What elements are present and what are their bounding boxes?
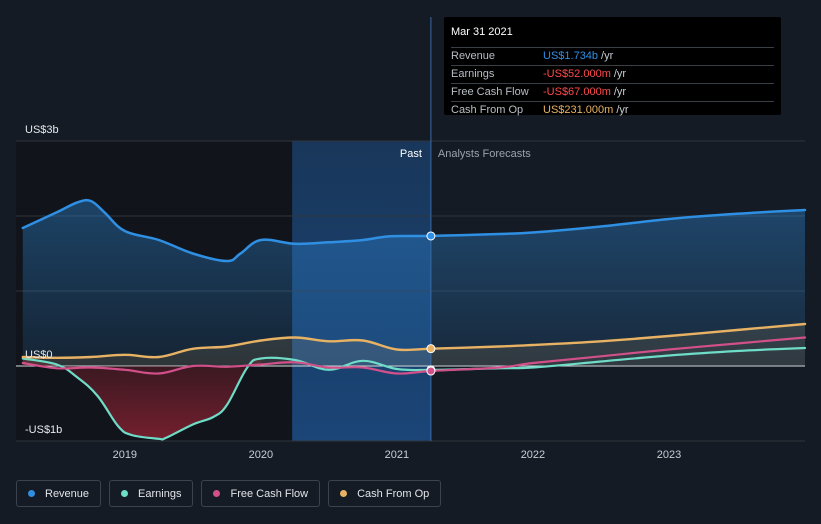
marker-point-free-cash-flow [426, 366, 436, 376]
x-tick-label: 2021 [385, 449, 409, 461]
tooltip-label: Earnings [451, 68, 495, 80]
legend-dot-icon [28, 490, 35, 497]
tooltip-label: Cash From Op [451, 104, 524, 116]
tooltip-unit: /yr [601, 50, 614, 62]
legend: Revenue Earnings Free Cash Flow Cash Fro… [16, 480, 449, 509]
tooltip-date: Mar 31 2021 [451, 26, 513, 38]
legend-label: Free Cash Flow [230, 487, 309, 500]
legend-label: Earnings [138, 487, 182, 500]
tooltip-row-free-cash-flow: Free Cash Flow -US$67.000m /yr [451, 83, 774, 101]
tooltip-unit: /yr [616, 104, 629, 116]
legend-dot-icon [340, 490, 348, 497]
legend-label: Revenue [45, 487, 90, 500]
tooltip-value: -US$52.000m [543, 68, 611, 80]
x-tick-label: 2020 [249, 449, 273, 461]
forecast-label: Analysts Forecasts [438, 148, 531, 160]
marker-point-cash-from-op [426, 344, 436, 354]
tooltip-unit: /yr [613, 68, 627, 80]
legend-dot-icon [121, 490, 129, 497]
tooltip-label: Revenue [451, 50, 496, 62]
tooltip-value: US$1.734b [543, 50, 599, 62]
marker-point-revenue [426, 231, 436, 241]
tooltip: Mar 31 2021 Revenue US$1.734b /yr Earnin… [444, 17, 781, 116]
legend-item-free-cash-flow[interactable]: Free Cash Flow [201, 480, 321, 507]
y-tick-label: US$3b [25, 124, 59, 136]
earnings-negative-area [22, 358, 261, 440]
tooltip-row-revenue: Revenue US$1.734b /yr [451, 47, 774, 65]
series-line-revenue [21, 198, 807, 263]
series-line-cash-from-op [21, 322, 807, 359]
tooltip-value: US$231.000m [543, 104, 614, 116]
legend-item-earnings[interactable]: Earnings [109, 480, 194, 507]
y-tick-label: US$0 [25, 349, 53, 361]
x-tick-label: 2022 [521, 449, 545, 461]
legend-item-cash-from-op[interactable]: Cash From Op [328, 480, 442, 507]
tooltip-unit: /yr [613, 86, 627, 98]
x-tick-label: 2019 [113, 449, 137, 461]
revenue-area [22, 200, 806, 366]
x-tick-label: 2023 [657, 449, 681, 461]
series-line-free-cash-flow [21, 336, 807, 375]
tooltip-label: Free Cash Flow [451, 86, 529, 98]
series-line-earnings [21, 346, 807, 441]
tooltip-row-cash-from-op: Cash From Op US$231.000m /yr [451, 101, 774, 119]
legend-label: Cash From Op [357, 487, 430, 500]
y-tick-label: -US$1b [25, 424, 62, 436]
past-label: Past [400, 148, 422, 160]
tooltip-value: -US$67.000m [543, 86, 611, 98]
tooltip-row-earnings: Earnings -US$52.000m /yr [451, 65, 774, 83]
legend-dot-icon [213, 490, 221, 497]
legend-item-revenue[interactable]: Revenue [16, 480, 102, 507]
